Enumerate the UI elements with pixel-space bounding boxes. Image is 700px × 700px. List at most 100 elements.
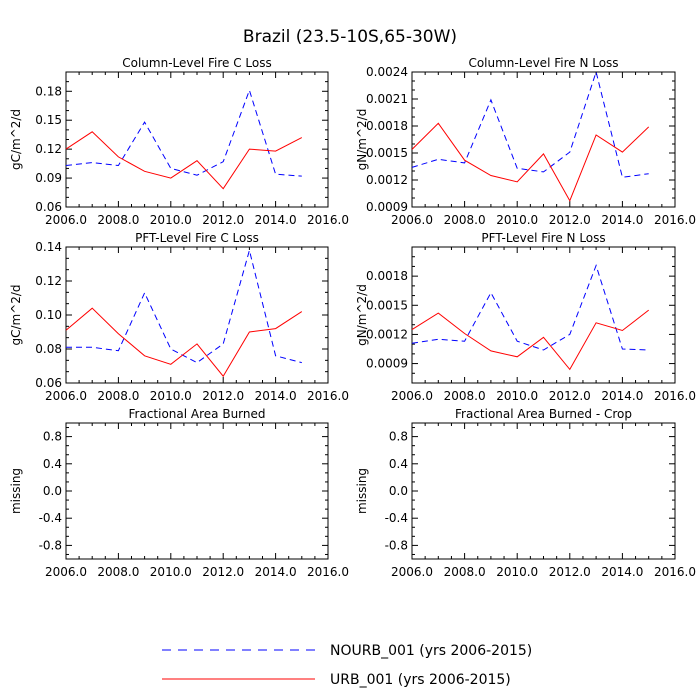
plot-frame [411,422,676,560]
x-tick-label: 2006.0 [391,213,433,227]
x-tick-label: 2016.0 [307,389,349,403]
y-tick-label: 0.4 [43,457,62,471]
chart-panel-5: Fractional Area Burned missing 2006.0 2008.… [9,407,349,579]
y-tick-label: 0.10 [35,308,62,322]
y-tick-label: 0.0015 [366,146,408,160]
plot-frame [411,246,676,384]
x-tick-label: 2016.0 [654,389,696,403]
series-line-nourb [411,70,649,178]
y-tick-label: 0.06 [35,200,62,214]
y-tick-label: 0.0012 [366,173,408,187]
x-tick-label: 2012.0 [202,389,244,403]
x-tick-label: 2010.0 [496,389,538,403]
y-tick-label: 0.0009 [366,200,408,214]
x-tick-label: 2016.0 [654,213,696,227]
x-tick-label: 2012.0 [549,389,591,403]
panel-title: Fractional Area Burned [129,407,266,421]
x-tick-label: 2010.0 [150,213,192,227]
x-tick-label: 2014.0 [601,565,643,579]
y-tick-label: 0.08 [35,342,62,356]
panel-title: Fractional Area Burned - Crop [455,407,632,421]
x-tick-label: 2006.0 [45,389,87,403]
x-tick-label: 2016.0 [307,565,349,579]
series-line-urb [411,309,650,371]
y-tick-label: 0.0021 [366,92,408,106]
legend-label-nourb: NOURB_001 (yrs 2006-2015) [330,643,532,659]
y-tick-label: 0.18 [35,84,62,98]
y-tick-label: 0.0012 [366,327,408,341]
x-tick-label: 2006.0 [45,213,87,227]
series-line-nourb [66,248,302,364]
y-axis-label: gC/m^2/d [9,109,23,170]
x-tick-label: 2006.0 [45,565,87,579]
series-line-nourb [65,88,302,177]
x-tick-label: 2008.0 [97,565,139,579]
y-tick-label: 0.0024 [366,65,408,79]
panel-title: Column-Level Fire N Loss [468,56,618,70]
series-line-nourb [411,263,649,351]
y-tick-label: -0.8 [39,538,62,552]
legend: NOURB_001 (yrs 2006-2015) URB_001 (yrs 2… [162,643,532,688]
x-tick-label: 2012.0 [202,213,244,227]
y-tick-label: 0.0 [389,484,408,498]
chart-panel-4: PFT-Level Fire N Loss gN/m^2/d 2006.0 2008.… [355,231,696,403]
x-tick-label: 2014.0 [601,389,643,403]
y-tick-label: 0.0018 [366,269,408,283]
series-line-urb [411,122,650,202]
y-tick-label: 0.12 [35,274,62,288]
y-axis-label: gN/m^2/d [355,109,369,171]
x-tick-label: 2008.0 [97,213,139,227]
y-tick-label: 0.8 [43,430,62,444]
x-tick-label: 2010.0 [150,389,192,403]
x-tick-label: 2008.0 [444,389,486,403]
x-tick-label: 2008.0 [97,389,139,403]
x-tick-label: 2010.0 [150,565,192,579]
x-tick-label: 2006.0 [391,565,433,579]
y-tick-label: 0.12 [35,142,62,156]
y-tick-label: -0.4 [39,511,62,525]
x-tick-label: 2014.0 [255,213,297,227]
panel-title: Column-Level Fire C Loss [122,56,272,70]
y-tick-label: 0.09 [35,171,62,185]
x-tick-label: 2010.0 [496,565,538,579]
y-tick-label: -0.8 [385,538,408,552]
x-tick-label: 2008.0 [444,213,486,227]
y-tick-label: 0.4 [389,457,408,471]
x-tick-label: 2014.0 [255,389,297,403]
plot-frame [65,422,329,560]
y-axis-label: gC/m^2/d [9,284,23,345]
y-axis-label: gN/m^2/d [355,284,369,346]
x-tick-label: 2012.0 [549,565,591,579]
y-tick-label: 0.0015 [366,298,408,312]
chart-panel-2: Column-Level Fire N Loss gN/m^2/d 2006.0 20… [355,56,696,227]
x-tick-label: 2014.0 [255,565,297,579]
legend-label-urb: URB_001 (yrs 2006-2015) [330,672,511,688]
y-tick-label: 0.0009 [366,357,408,371]
y-tick-label: 0.0 [43,484,62,498]
chart-panel-1: Column-Level Fire C Loss gC/m^2/d 2006.0 20… [9,56,349,227]
plot-frame [65,71,329,208]
series-line-urb [65,131,303,190]
chart-panel-3: PFT-Level Fire C Loss gC/m^2/d 2006.0 2008.… [9,231,349,403]
y-axis-label: missing [9,468,23,514]
y-tick-label: 0.14 [35,240,62,254]
y-axis-label: missing [355,468,369,514]
y-tick-label: 0.8 [389,430,408,444]
x-tick-label: 2012.0 [549,213,591,227]
x-tick-label: 2014.0 [601,213,643,227]
x-tick-label: 2012.0 [202,565,244,579]
x-tick-label: 2016.0 [654,565,696,579]
series-line-urb [65,307,303,378]
y-tick-label: 0.06 [35,376,62,390]
x-tick-label: 2008.0 [444,565,486,579]
panel-title: PFT-Level Fire C Loss [135,231,259,245]
chart-panel-6: Fractional Area Burned - Crop missing 2006… [355,407,696,579]
figure-title: Brazil (23.5-10S,65-30W) [243,27,457,47]
x-tick-label: 2006.0 [391,389,433,403]
y-tick-label: 0.0018 [366,119,408,133]
plot-frame [65,246,329,384]
x-tick-label: 2010.0 [496,213,538,227]
panels-group: Column-Level Fire C Loss gC/m^2/d 2006.0 20… [9,56,696,579]
y-tick-label: 0.15 [35,113,62,127]
